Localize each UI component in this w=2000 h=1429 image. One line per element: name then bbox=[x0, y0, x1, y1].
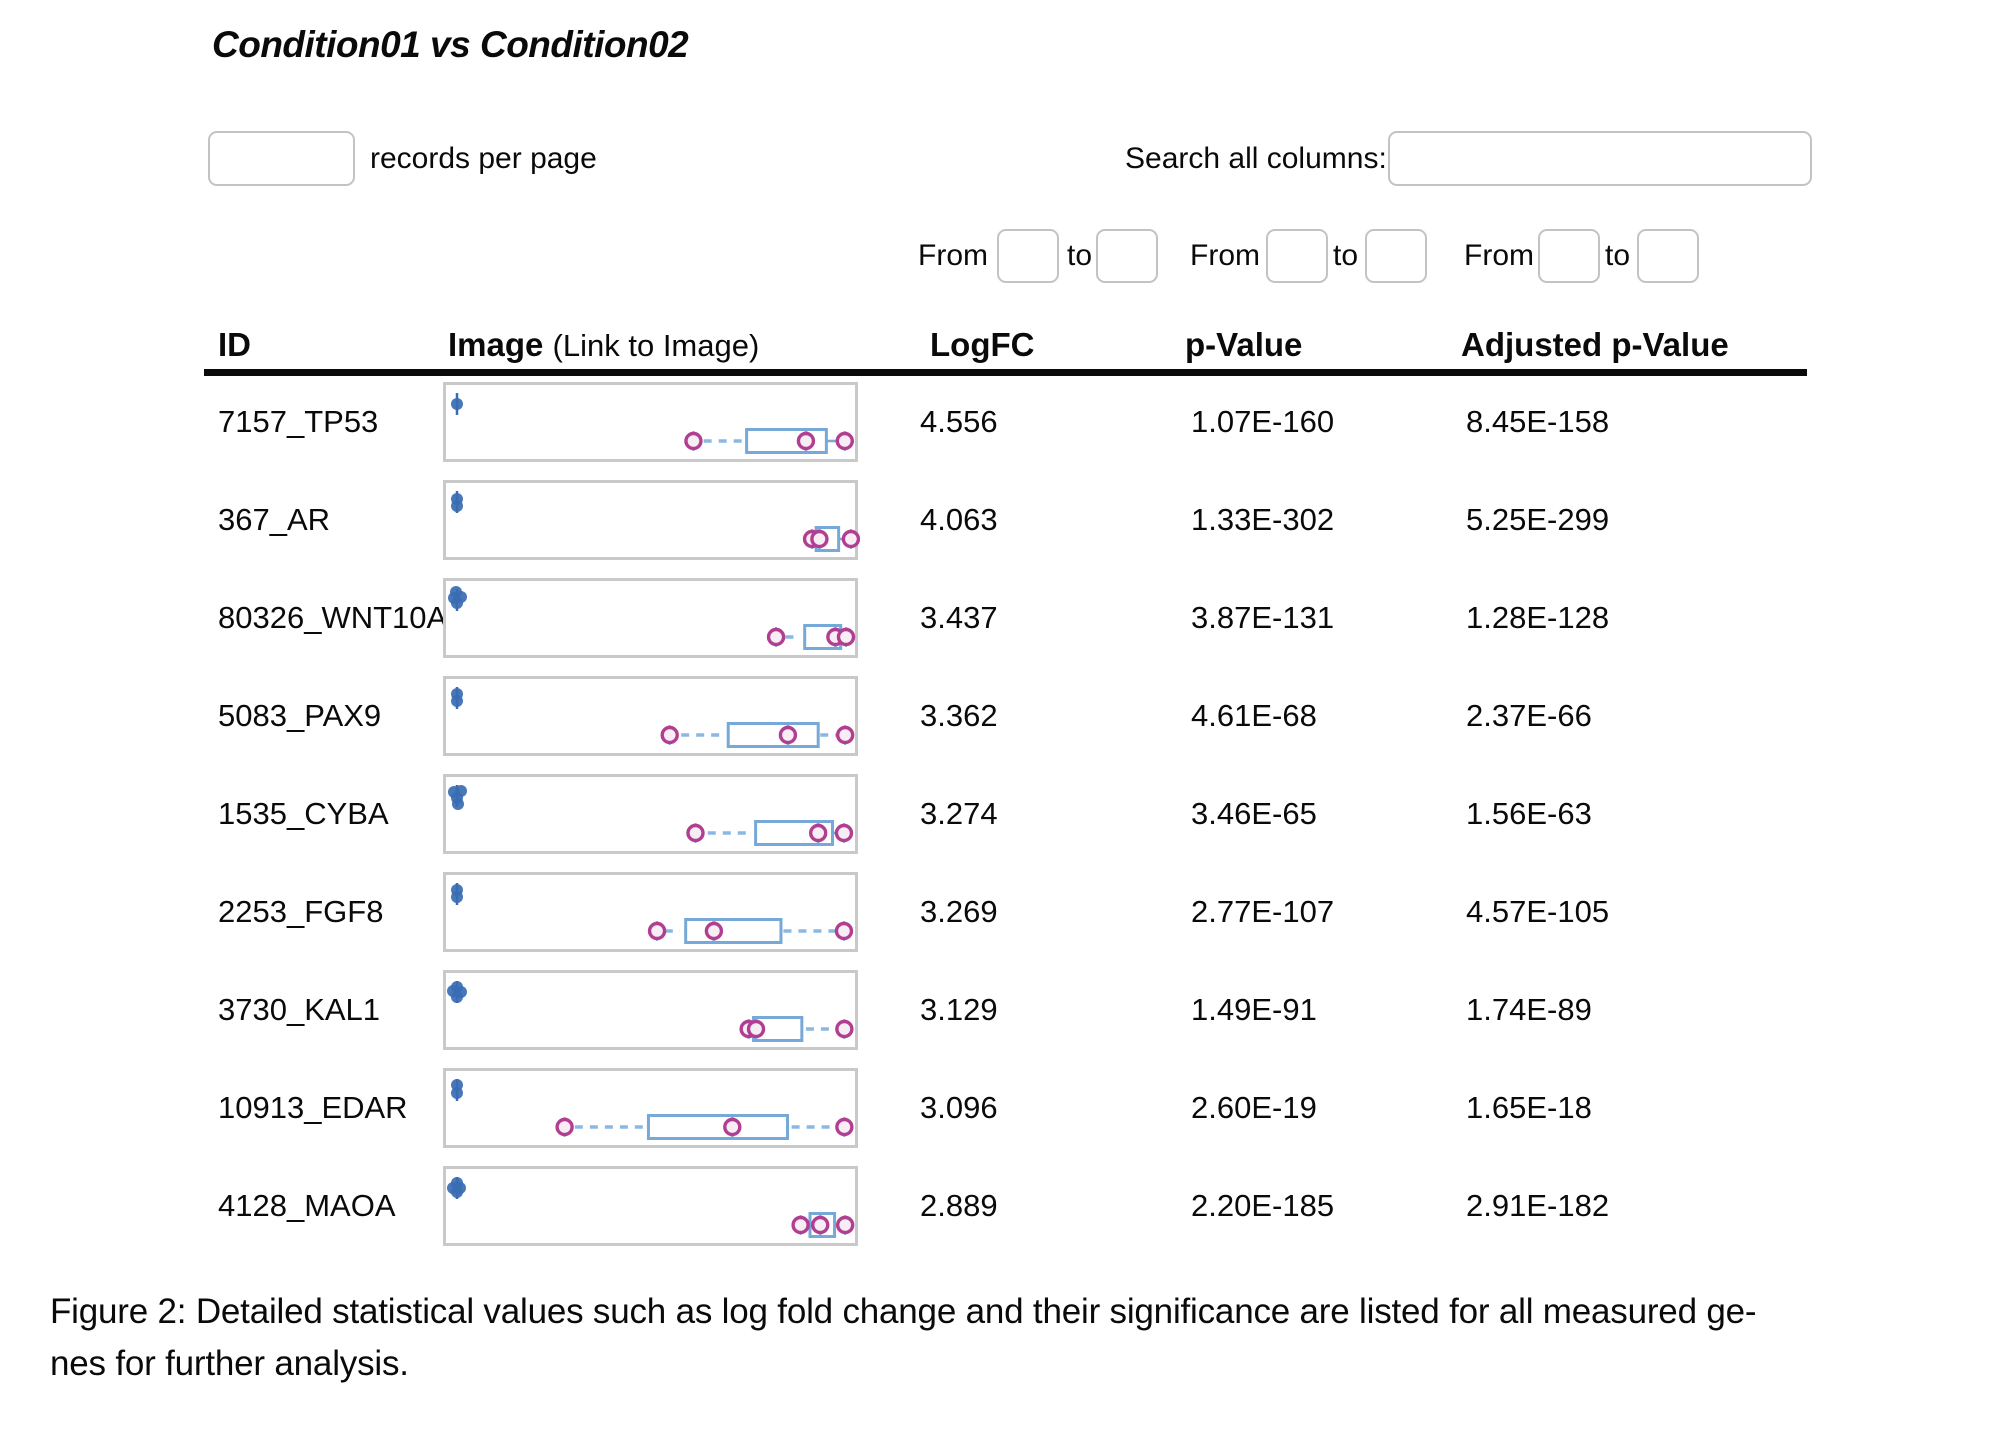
figure-caption-line1: Figure 2: Detailed statistical values su… bbox=[50, 1292, 1757, 1331]
filter-to-input-adjusted-p-value[interactable] bbox=[1637, 229, 1699, 283]
image-link-note: (Link to Image) bbox=[552, 328, 760, 363]
logfc-value: 3.362 bbox=[920, 698, 998, 733]
column-header-image[interactable]: Image (Link to Image) bbox=[448, 323, 759, 367]
gene-id: 10913_EDAR bbox=[218, 1090, 408, 1125]
pvalue-value: 1.49E-91 bbox=[1191, 992, 1317, 1027]
logfc-value: 2.889 bbox=[920, 1188, 998, 1223]
table-row: 3730_KAL1 3.129 1.49E-91 1.74E-89 bbox=[0, 970, 2000, 1050]
boxplot-chart bbox=[451, 1079, 854, 1140]
logfc-value: 3.437 bbox=[920, 600, 998, 635]
pvalue-value: 3.87E-131 bbox=[1191, 600, 1335, 635]
filter-from-input-p-value[interactable] bbox=[1266, 229, 1328, 283]
adjusted-pvalue-value: 1.56E-63 bbox=[1466, 796, 1592, 831]
filter-from-label-adjusted-p-value: From bbox=[1464, 239, 1534, 272]
boxplot-chart bbox=[448, 586, 856, 650]
gene-id: 3730_KAL1 bbox=[218, 992, 381, 1027]
pvalue-value: 1.33E-302 bbox=[1191, 502, 1335, 537]
logfc-value: 3.096 bbox=[920, 1090, 998, 1125]
column-header-id[interactable]: ID bbox=[218, 326, 251, 363]
boxplot-chart bbox=[447, 981, 854, 1042]
search-input[interactable] bbox=[1388, 131, 1812, 186]
gene-id: 4128_MAOA bbox=[218, 1188, 396, 1223]
boxplot-image-link[interactable] bbox=[443, 970, 858, 1050]
pvalue-value: 3.46E-65 bbox=[1191, 796, 1317, 831]
gene-id: 5083_PAX9 bbox=[218, 698, 382, 733]
adjusted-pvalue-value: 4.57E-105 bbox=[1466, 894, 1610, 929]
filter-from-label-logfc: From bbox=[918, 239, 988, 272]
column-header-image-label: Image bbox=[448, 326, 544, 363]
adjusted-pvalue-value: 1.65E-18 bbox=[1466, 1090, 1592, 1125]
boxplot-image-link[interactable] bbox=[443, 382, 858, 462]
pvalue-value: 1.07E-160 bbox=[1191, 404, 1335, 439]
pvalue-value: 2.60E-19 bbox=[1191, 1090, 1317, 1125]
pvalue-value: 2.77E-107 bbox=[1191, 894, 1335, 929]
logfc-value: 4.556 bbox=[920, 404, 998, 439]
boxplot-chart bbox=[447, 1177, 855, 1238]
table-row: 5083_PAX9 3.362 4.61E-68 2.37E-66 bbox=[0, 676, 2000, 756]
gene-id: 7157_TP53 bbox=[218, 404, 379, 439]
table-row: 4128_MAOA 2.889 2.20E-185 2.91E-182 bbox=[0, 1166, 2000, 1246]
records-per-page-label: records per page bbox=[370, 142, 597, 175]
logfc-value: 3.269 bbox=[920, 894, 998, 929]
gene-id: 80326_WNT10A bbox=[218, 600, 448, 635]
boxplot-image-link[interactable] bbox=[443, 578, 858, 658]
adjusted-pvalue-value: 8.45E-158 bbox=[1466, 404, 1610, 439]
boxplot-image-link[interactable] bbox=[443, 1068, 858, 1148]
filter-from-input-adjusted-p-value[interactable] bbox=[1538, 229, 1600, 283]
gene-id: 2253_FGF8 bbox=[218, 894, 384, 929]
filter-to-input-logfc[interactable] bbox=[1096, 229, 1158, 283]
table-row: 2253_FGF8 3.269 2.77E-107 4.57E-105 bbox=[0, 872, 2000, 952]
boxplot-chart bbox=[451, 883, 854, 944]
column-header-logfc[interactable]: LogFC bbox=[930, 326, 1035, 363]
logfc-value: 4.063 bbox=[920, 502, 998, 537]
boxplot-chart bbox=[448, 785, 854, 846]
column-header-adjusted-pvalue[interactable]: Adjusted p-Value bbox=[1461, 326, 1729, 363]
filter-from-label-p-value: From bbox=[1190, 239, 1260, 272]
boxplot-chart bbox=[451, 491, 861, 552]
filter-to-label-p-value: to bbox=[1333, 239, 1359, 272]
page-title: Condition01 vs Condition02 bbox=[212, 24, 689, 65]
adjusted-pvalue-value: 2.91E-182 bbox=[1466, 1188, 1610, 1223]
pvalue-value: 2.20E-185 bbox=[1191, 1188, 1335, 1223]
boxplot-image-link[interactable] bbox=[443, 1166, 858, 1246]
table-row: 367_AR 4.063 1.33E-302 5.25E-299 bbox=[0, 480, 2000, 560]
gene-id: 367_AR bbox=[218, 502, 331, 537]
adjusted-pvalue-value: 5.25E-299 bbox=[1466, 502, 1610, 537]
adjusted-pvalue-value: 1.28E-128 bbox=[1466, 600, 1610, 635]
search-all-columns-label: Search all columns: bbox=[1125, 142, 1387, 175]
boxplot-image-link[interactable] bbox=[443, 676, 858, 756]
column-header-pvalue[interactable]: p-Value bbox=[1185, 326, 1303, 363]
boxplot-chart bbox=[451, 687, 855, 748]
filter-to-input-p-value[interactable] bbox=[1365, 229, 1427, 283]
table-row: 80326_WNT10A 3.437 3.87E-131 1.28E-128 bbox=[0, 578, 2000, 658]
boxplot-image-link[interactable] bbox=[443, 480, 861, 560]
records-per-page-input[interactable] bbox=[208, 131, 355, 186]
figure-caption-line2: nes for further analysis. bbox=[50, 1344, 409, 1383]
boxplot-image-link[interactable] bbox=[443, 872, 858, 952]
boxplot-chart bbox=[451, 393, 854, 454]
header-underline bbox=[204, 369, 1807, 376]
logfc-value: 3.274 bbox=[920, 796, 998, 831]
logfc-value: 3.129 bbox=[920, 992, 998, 1027]
pvalue-value: 4.61E-68 bbox=[1191, 698, 1317, 733]
gene-id: 1535_CYBA bbox=[218, 796, 389, 831]
adjusted-pvalue-value: 1.74E-89 bbox=[1466, 992, 1592, 1027]
filter-to-label-adjusted-p-value: to bbox=[1605, 239, 1631, 272]
table-row: 7157_TP53 4.556 1.07E-160 8.45E-158 bbox=[0, 382, 2000, 462]
table-row: 1535_CYBA 3.274 3.46E-65 1.56E-63 bbox=[0, 774, 2000, 854]
adjusted-pvalue-value: 2.37E-66 bbox=[1466, 698, 1592, 733]
table-row: 10913_EDAR 3.096 2.60E-19 1.65E-18 bbox=[0, 1068, 2000, 1148]
filter-to-label-logfc: to bbox=[1067, 239, 1093, 272]
filter-from-input-logfc[interactable] bbox=[997, 229, 1059, 283]
boxplot-image-link[interactable] bbox=[443, 774, 858, 854]
